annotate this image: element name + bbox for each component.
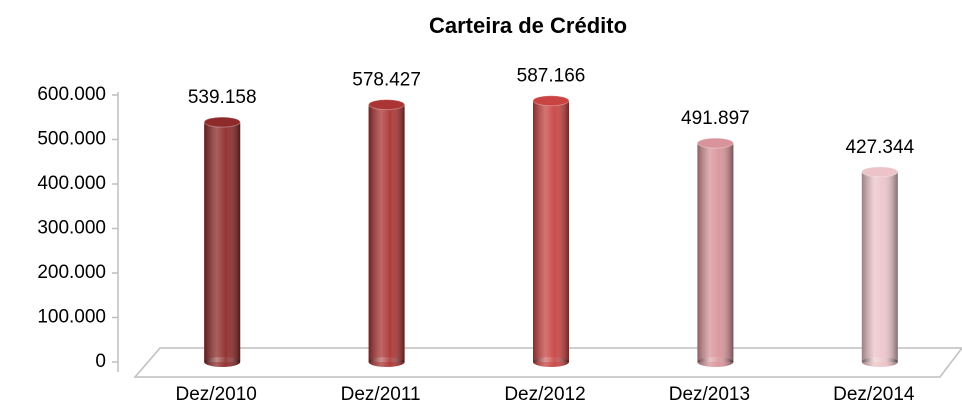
bar-top (696, 137, 734, 149)
value-label: 539.158 (188, 87, 257, 108)
bar-shade-base (697, 357, 734, 367)
bar-shade-base (861, 357, 898, 367)
bar-top (861, 166, 899, 178)
bar-shade (861, 171, 898, 362)
value-label: 427.344 (845, 137, 914, 158)
x-tick-label: Dez/2013 (669, 384, 750, 405)
chart-title: Carteira de Crédito (429, 13, 627, 38)
value-label: 578.427 (352, 70, 421, 91)
x-tick-label: Dez/2010 (176, 384, 257, 405)
bar-shade (533, 100, 569, 363)
floor (133, 347, 962, 378)
y-tick-label: 600.000 (37, 84, 106, 105)
bar-shade-base (368, 357, 405, 367)
x-tick-label: Dez/2012 (504, 384, 585, 405)
bar-shade-base (204, 357, 241, 367)
x-tick-label: Dez/2011 (341, 384, 421, 405)
value-label: 587.166 (517, 66, 586, 87)
y-tick-label: 100.000 (37, 307, 106, 328)
bar-top (532, 95, 570, 107)
bar-shade-base (533, 357, 569, 367)
y-tick-label: 0 (95, 351, 106, 372)
y-tick-label: 200.000 (37, 262, 106, 283)
x-tick-label: Dez/2014 (833, 384, 915, 405)
y-tick-label: 300.000 (37, 218, 106, 239)
y-tick-label: 500.000 (37, 129, 106, 150)
value-label: 491.897 (681, 108, 750, 129)
bar-shade (368, 104, 405, 363)
bar-top (368, 99, 406, 111)
bar-shade (204, 122, 241, 362)
bar-top (203, 116, 241, 128)
bar-shade (697, 143, 734, 362)
y-tick-label: 400.000 (37, 173, 106, 194)
